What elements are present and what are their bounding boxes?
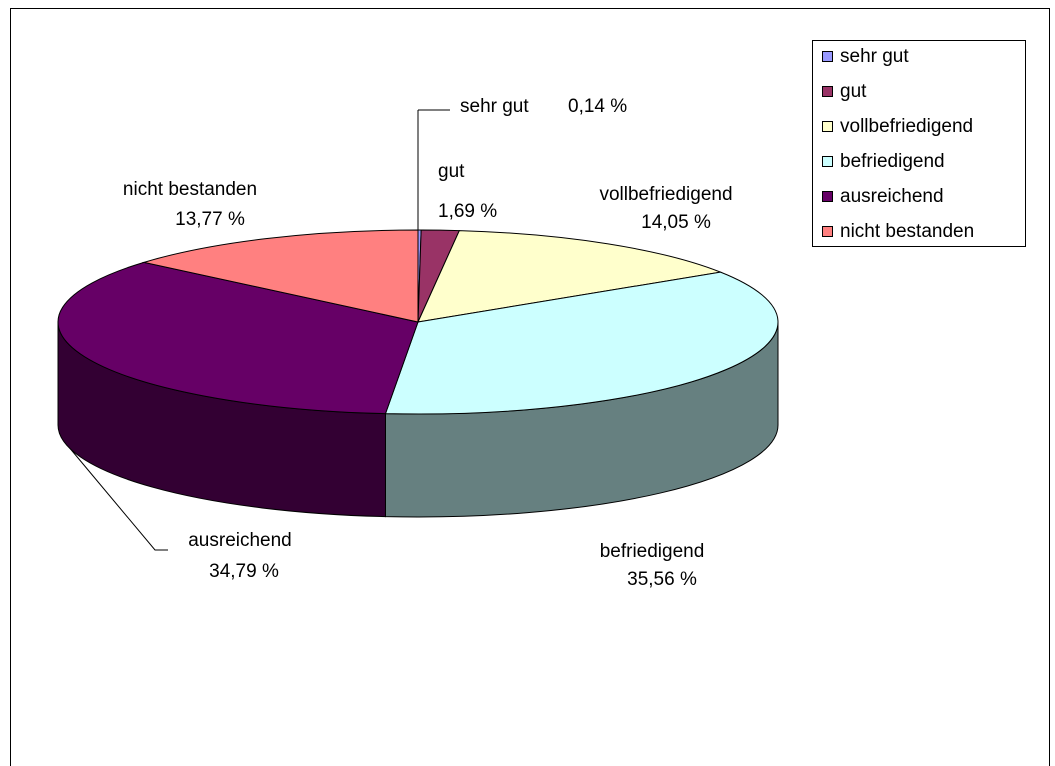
value-label: 13,77 % [175,209,245,230]
legend-label: befriedigend [840,151,945,172]
slice [384,271,779,415]
slice-label: vollbefriedigend [599,184,732,205]
legend-swatch [822,86,833,97]
value-label: 34,79 % [209,561,279,582]
slice-label: befriedigend [600,541,705,562]
value-label: 0,14 % [568,96,627,117]
chart-frame [10,8,1050,766]
legend-swatch [822,156,833,167]
legend-label: ausreichend [840,186,944,207]
legend-swatch [822,51,833,62]
legend-label: sehr gut [840,46,909,67]
slice-label: gut [438,161,465,182]
legend-swatch [822,226,833,237]
legend-swatch [822,121,833,132]
slice-label: sehr gut [460,96,529,117]
slice-label: nicht bestanden [123,179,257,200]
slice [57,261,419,415]
legend-label: gut [840,81,867,102]
legend-box [812,40,1026,247]
value-label: 1,69 % [438,201,497,222]
legend-swatch [822,191,833,202]
leader-line [67,445,168,551]
legend-label: nicht bestanden [840,221,974,242]
value-label: 14,05 % [641,212,711,233]
legend-label: vollbefriedigend [840,116,973,137]
slice [141,229,419,323]
value-label: 35,56 % [627,569,697,590]
slice [417,230,723,323]
slice-label: ausreichend [188,530,292,551]
